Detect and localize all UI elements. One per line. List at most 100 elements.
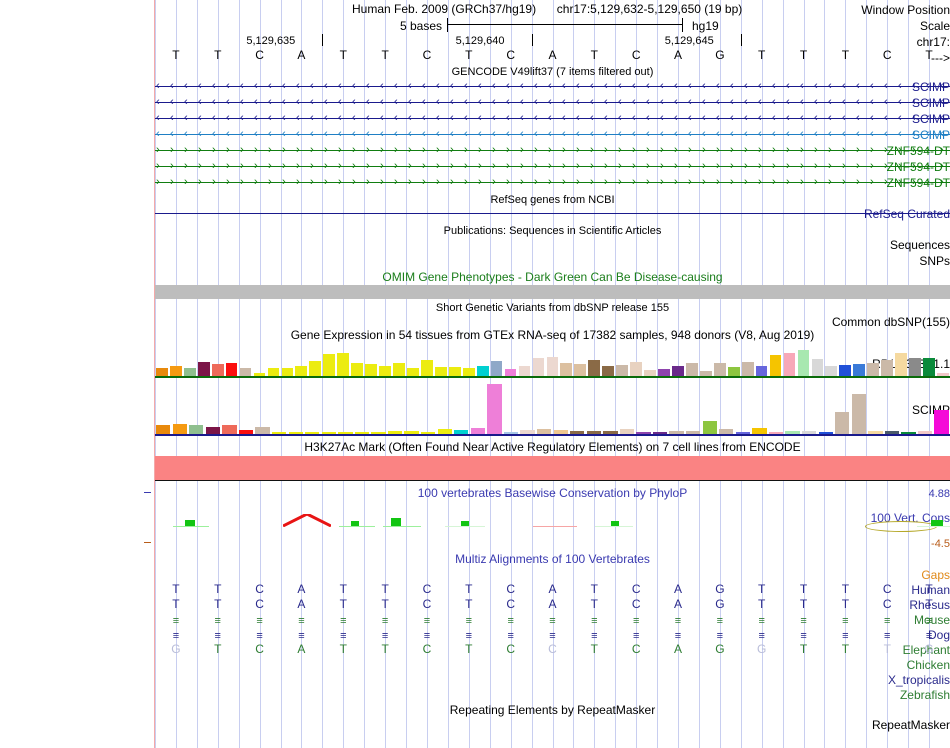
gtex-tissue-bar[interactable] [476, 366, 489, 376]
gtex-tissue-bar[interactable] [225, 363, 238, 376]
gencode-transcript-line[interactable]: › › › › › › › › › › › › › › › › › › › › › › › › › › › › › › › › › › › › › › › ›… [155, 144, 950, 156]
gtex-tissue-bar[interactable] [769, 355, 782, 376]
gencode-gene-label[interactable]: ZNF594-DT [886, 144, 950, 158]
gtex-tissue-bar[interactable] [281, 368, 294, 376]
gtex-tissue-bar[interactable] [868, 431, 883, 434]
gtex-tissue-bar[interactable] [602, 366, 615, 376]
gencode-gene-label[interactable]: ZNF594-DT [886, 176, 950, 190]
gtex-tissue-bar[interactable] [536, 429, 552, 434]
gencode-transcript-line[interactable]: ‹ ‹ ‹ ‹ ‹ ‹ ‹ ‹ ‹ ‹ ‹ ‹ ‹ ‹ ‹ ‹ ‹ ‹ ‹ ‹ ‹ ‹ ‹ ‹ ‹ ‹ ‹ ‹ ‹ ‹ ‹ ‹ ‹ ‹ ‹ ‹ ‹ ‹ ‹ ‹… [155, 112, 950, 124]
refseq-side-label[interactable]: RefSeq Curated [863, 207, 950, 221]
multiz-species-label[interactable]: Gaps [921, 568, 950, 582]
gtex-tissue-bar[interactable] [785, 431, 800, 434]
gtex-tissue-bar[interactable] [719, 429, 734, 434]
gtex-tissue-bar[interactable] [487, 384, 502, 434]
gtex-tissue-bar[interactable] [699, 371, 712, 376]
gtex-tissue-bar[interactable] [393, 363, 405, 376]
repeatmasker-side-label[interactable]: RepeatMasker [871, 718, 950, 732]
gtex-tissue-bar[interactable] [644, 370, 656, 376]
gtex-tissue-bar[interactable] [323, 354, 336, 376]
conservation-plot[interactable] [155, 500, 950, 548]
gtex-tissue-bar[interactable] [404, 431, 419, 434]
gencode-gene-label[interactable]: SCIMP [911, 80, 950, 94]
gtex-tissue-bar[interactable] [267, 368, 280, 376]
gtex-tissue-bar[interactable] [917, 431, 933, 434]
gtex-tissue-bar[interactable] [619, 429, 635, 434]
gtex-tissue-bar[interactable] [727, 367, 740, 376]
gtex-tissue-bar[interactable] [672, 366, 684, 376]
multiz-species-label[interactable]: Rhesus [909, 598, 950, 612]
gtex-tissue-bar[interactable] [387, 431, 403, 434]
gtex-tissue-bar[interactable] [588, 360, 601, 376]
gtex-tissue-bar[interactable] [503, 432, 519, 434]
gtex-tissue-bar[interactable] [490, 361, 503, 376]
gencode-transcript-line[interactable]: ‹ ‹ ‹ ‹ ‹ ‹ ‹ ‹ ‹ ‹ ‹ ‹ ‹ ‹ ‹ ‹ ‹ ‹ ‹ ‹ ‹ ‹ ‹ ‹ ‹ ‹ ‹ ‹ ‹ ‹ ‹ ‹ ‹ ‹ ‹ ‹ ‹ ‹ ‹ ‹… [155, 96, 950, 108]
omim-gene-band[interactable] [155, 285, 950, 299]
gtex-tissue-bar[interactable] [421, 432, 436, 434]
multiz-species-label[interactable]: Chicken [906, 658, 950, 672]
gtex-tissue-bar[interactable] [338, 432, 353, 434]
gtex-tissue-bar[interactable] [354, 432, 370, 434]
gtex-tissue-bar[interactable] [518, 366, 531, 376]
gtex-tissue-bar[interactable] [937, 373, 949, 376]
gtex-tissue-bar[interactable] [532, 358, 545, 376]
gtex-tissue-bar[interactable] [189, 425, 204, 434]
gtex-tissue-bar[interactable] [407, 368, 419, 376]
gtex-tissue-bar[interactable] [238, 430, 254, 434]
gtex-tissue-bar[interactable] [884, 431, 900, 434]
gtex-tissue-bar[interactable] [253, 373, 266, 376]
gtex-tissue-bar[interactable] [851, 394, 866, 434]
gtex-tissue-bar[interactable] [222, 425, 237, 434]
gtex-tissue-bar[interactable] [255, 427, 270, 434]
gtex-tissue-bar[interactable] [172, 424, 187, 434]
gtex-tissue-bar[interactable] [454, 430, 469, 434]
gtex-tissue-bar[interactable] [652, 432, 668, 434]
gtex-tissue-bar[interactable] [156, 425, 171, 434]
gtex-tissue-bar[interactable] [553, 430, 568, 434]
gtex-tissue-bar[interactable] [470, 428, 486, 434]
gtex-tissue-bar[interactable] [752, 428, 767, 434]
gtex-barchart-rp11[interactable] [155, 348, 950, 376]
gtex-tissue-bar[interactable] [636, 432, 651, 434]
gtex-tissue-bar[interactable] [755, 366, 768, 376]
gtex-tissue-bar[interactable] [379, 366, 391, 376]
gtex-tissue-bar[interactable] [669, 431, 684, 434]
gtex-tissue-bar[interactable] [239, 368, 252, 376]
gtex-tissue-bar[interactable] [520, 430, 535, 434]
multiz-species-label[interactable]: X_tropicalis [887, 673, 950, 687]
gtex-tissue-bar[interactable] [686, 363, 698, 376]
gtex-tissue-bar[interactable] [437, 429, 452, 434]
gtex-tissue-bar[interactable] [546, 357, 559, 376]
gtex-tissue-bar[interactable] [288, 432, 303, 434]
gtex-tissue-bar[interactable] [586, 431, 601, 434]
gtex-tissue-bar[interactable] [504, 369, 517, 376]
multiz-species-label[interactable]: Zebrafish [899, 688, 950, 702]
gtex-tissue-bar[interactable] [321, 432, 336, 434]
gtex-tissue-bar[interactable] [448, 367, 461, 376]
gtex-tissue-bar[interactable] [867, 363, 880, 376]
gencode-gene-label[interactable]: SCIMP [911, 128, 950, 142]
gtex-tissue-bar[interactable] [783, 353, 796, 376]
gtex-tissue-bar[interactable] [881, 360, 893, 376]
gtex-tissue-bar[interactable] [741, 362, 754, 376]
gtex-tissue-bar[interactable] [421, 360, 433, 376]
gtex-tissue-bar[interactable] [735, 432, 751, 434]
refseq-gene-line[interactable] [155, 213, 950, 214]
gtex-tissue-bar[interactable] [801, 431, 817, 434]
gencode-transcript-line[interactable]: › › › › › › › › › › › › › › › › › › › › › › › › › › › › › › › › › › › › › › › ›… [155, 160, 950, 172]
gtex-tissue-bar[interactable] [835, 412, 850, 434]
gtex-tissue-bar[interactable] [183, 368, 196, 376]
gtex-tissue-bar[interactable] [211, 364, 224, 376]
gtex-tissue-bar[interactable] [205, 427, 221, 434]
gtex-tissue-bar[interactable] [295, 366, 308, 376]
gtex-tissue-bar[interactable] [818, 432, 833, 434]
gtex-tissue-bar[interactable] [768, 432, 784, 434]
gencode-transcript-line[interactable]: › › › › › › › › › › › › › › › › › › › › › › › › › › › › › › › › › › › › › › › ›… [155, 176, 950, 188]
dbsnp-side-label[interactable]: Common dbSNP(155) [831, 315, 950, 329]
gtex-tissue-bar[interactable] [603, 431, 618, 434]
gtex-tissue-bar[interactable] [616, 365, 628, 376]
gtex-tissue-bar[interactable] [702, 421, 717, 434]
gtex-tissue-bar[interactable] [811, 359, 824, 376]
gtex-tissue-bar[interactable] [351, 363, 363, 376]
h3k27ac-signal-block[interactable] [155, 456, 950, 480]
